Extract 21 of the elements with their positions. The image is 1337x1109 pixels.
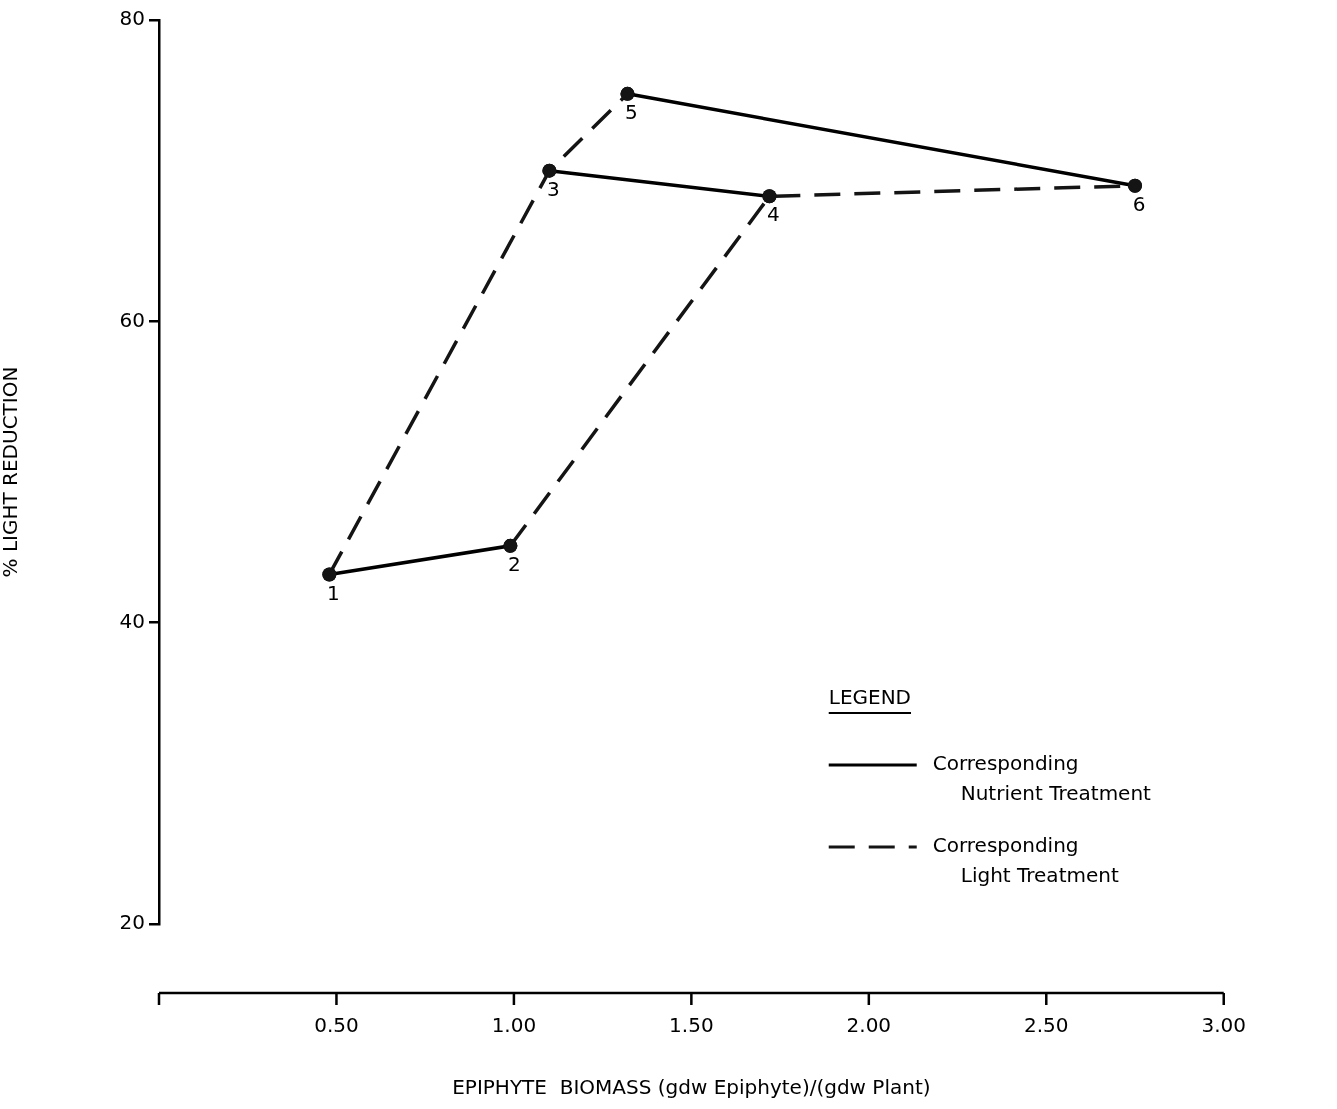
x-tick-label: 2.50 bbox=[1024, 1013, 1069, 1038]
x-tick-label: 1.00 bbox=[491, 1013, 537, 1038]
y-tick-label: 60 bbox=[119, 307, 145, 332]
legend-title: LEGEND bbox=[828, 685, 912, 710]
x-tick-label: 2.00 bbox=[846, 1013, 892, 1038]
y-tick-label: 20 bbox=[119, 910, 145, 935]
legend-label: Corresponding Light Treatment bbox=[932, 833, 1119, 888]
y-tick-label: 40 bbox=[119, 608, 145, 633]
annotation: 4 bbox=[767, 202, 780, 227]
annotation: 2 bbox=[508, 552, 521, 577]
annotation: 1 bbox=[326, 580, 340, 605]
annotation: 6 bbox=[1132, 191, 1146, 216]
x-tick-label: 1.50 bbox=[669, 1013, 714, 1038]
x-tick-label: 0.50 bbox=[314, 1013, 359, 1038]
annotation: 5 bbox=[625, 100, 638, 125]
annotation: 3 bbox=[547, 176, 560, 201]
x-tick-label: 3.00 bbox=[1201, 1013, 1246, 1038]
y-tick-label: 80 bbox=[119, 6, 145, 31]
legend-label: Corresponding Nutrient Treatment bbox=[932, 751, 1152, 806]
x-axis-title: EPIPHYTE BIOMASS (gdw Epiphyte)/(gdw Plant) bbox=[452, 1075, 931, 1100]
y-axis-title: % LIGHT REDUCTION bbox=[0, 366, 23, 578]
